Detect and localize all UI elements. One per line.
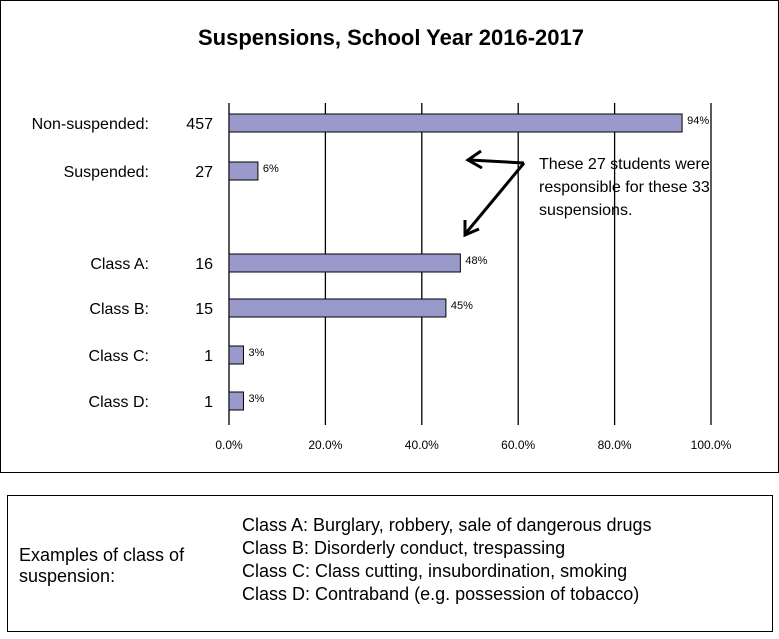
legend-item-class-d: Class D: Contraband (e.g. possession of … xyxy=(242,584,640,604)
arrow-head-upper xyxy=(465,149,483,170)
bar xyxy=(228,113,683,133)
annotation-line: suspensions. xyxy=(539,202,632,219)
bar xyxy=(228,391,244,411)
x-tick-label: 40.0% xyxy=(405,438,439,452)
chart-frame: Suspensions, School Year 2016-2017 0.0% 2… xyxy=(0,0,779,473)
legend-item-class-a: Class A: Burglary, robbery, sale of dang… xyxy=(242,515,652,535)
x-tick-label: 60.0% xyxy=(501,438,535,452)
bar-data-label: 6% xyxy=(263,163,279,175)
annotation-line: responsible for these 33 xyxy=(539,179,710,196)
bar-data-label: 94% xyxy=(687,115,709,127)
row-count: 457 xyxy=(186,116,213,133)
legend-list: Class A: Burglary, robbery, sale of dang… xyxy=(242,514,652,606)
bar xyxy=(228,161,259,181)
bar xyxy=(228,253,461,273)
legend-item-class-b: Class B: Disorderly conduct, trespassing xyxy=(242,538,566,558)
row-label: Class B: xyxy=(89,301,149,318)
x-tick-label: 80.0% xyxy=(598,438,632,452)
bar xyxy=(228,345,244,365)
legend-item-class-c: Class C: Class cutting, insubordination,… xyxy=(242,561,628,581)
row-label: Non-suspended: xyxy=(32,116,149,133)
annotation-line: These 27 students were xyxy=(539,156,710,173)
row-label: Class D: xyxy=(89,394,149,411)
annotation: These 27 students were responsible for t… xyxy=(463,149,710,238)
bar-data-label: 48% xyxy=(465,255,487,267)
row-count: 15 xyxy=(195,301,213,318)
row-count: 1 xyxy=(204,394,213,411)
row-label: Class C: xyxy=(89,348,149,365)
x-tick-label: 0.0% xyxy=(215,438,243,452)
bar xyxy=(228,298,447,318)
bar-data-label: 45% xyxy=(451,300,473,312)
arrow-shaft-lower xyxy=(464,162,526,234)
arrow-shaft-upper xyxy=(469,158,525,165)
arrow-head-lower xyxy=(463,220,480,238)
row-count: 16 xyxy=(195,256,213,273)
x-tick-label: 20.0% xyxy=(308,438,342,452)
bar-data-label: 3% xyxy=(248,347,264,359)
legend-heading: Examples of class of suspension: xyxy=(19,545,185,586)
row-label: Suspended: xyxy=(64,164,149,181)
row-count: 1 xyxy=(204,348,213,365)
chart-title: Suspensions, School Year 2016-2017 xyxy=(198,25,584,50)
label-layer: 0.0% 20.0% 40.0% 60.0% 80.0% 100.0% Non-suspen… xyxy=(32,115,732,452)
chart-svg: Suspensions, School Year 2016-2017 0.0% 2… xyxy=(32,25,732,452)
annotation-arrow xyxy=(463,149,526,238)
row-label: Class A: xyxy=(90,256,149,273)
suspension-class-legend: Examples of class of suspension: Class A… xyxy=(7,495,773,632)
x-tick-label: 100.0% xyxy=(691,438,732,452)
bar-data-label: 3% xyxy=(248,393,264,405)
bar-layer xyxy=(228,113,683,411)
row-count: 27 xyxy=(195,164,213,181)
